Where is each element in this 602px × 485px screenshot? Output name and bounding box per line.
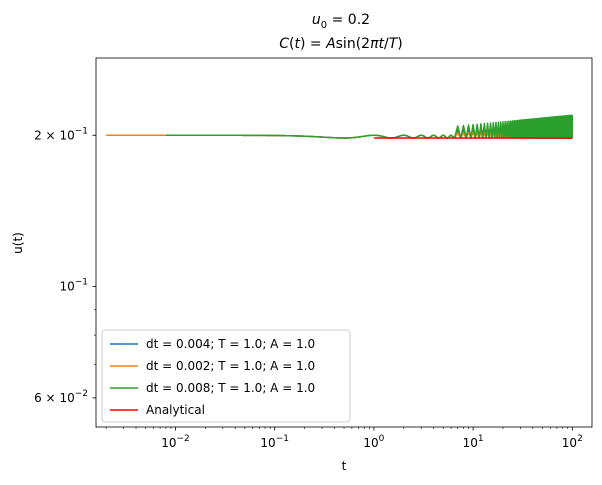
x-tick-label: 101 bbox=[463, 434, 484, 450]
y-axis-label: u(t) bbox=[11, 232, 25, 254]
legend-box bbox=[101, 329, 351, 423]
y-tick-label: 10−1 bbox=[59, 277, 88, 293]
x-axis-label: t bbox=[342, 459, 347, 473]
legend-entry: dt = 0.008; T = 1.0; A = 1.0 bbox=[146, 381, 315, 395]
x-tick-label: 102 bbox=[562, 434, 583, 450]
x-tick-label: 10−1 bbox=[260, 434, 289, 450]
chart-title-line2: C(t) = Asin(2πt/T) bbox=[279, 36, 403, 52]
legend-entry: dt = 0.002; T = 1.0; A = 1.0 bbox=[146, 359, 315, 373]
y-tick-label: 6 × 10−2 bbox=[34, 389, 88, 405]
series-layer bbox=[105, 114, 574, 139]
x-axis: 10−2 10−1 100 101 102 bbox=[105, 427, 583, 450]
x-tick-label: 100 bbox=[363, 434, 384, 450]
x-tick-label: 10−2 bbox=[161, 434, 190, 450]
legend: dt = 0.004; T = 1.0; A = 1.0 dt = 0.002; … bbox=[101, 329, 351, 423]
y-axis: 2 × 10−1 10−1 6 × 10−2 bbox=[34, 126, 96, 405]
legend-entry: Analytical bbox=[146, 403, 205, 417]
series-line-dt-0.008 bbox=[165, 114, 574, 139]
chart-title-line1: u0 = 0.2 bbox=[312, 12, 370, 31]
y-tick-label: 2 × 10−1 bbox=[34, 126, 88, 142]
legend-entry: dt = 0.004; T = 1.0; A = 1.0 bbox=[146, 337, 315, 351]
